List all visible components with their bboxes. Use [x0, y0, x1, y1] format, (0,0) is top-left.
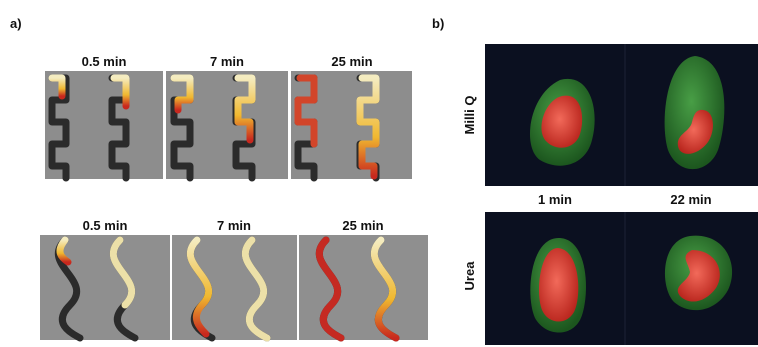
- micrograph: [45, 71, 163, 179]
- time-label: 25 min: [342, 218, 383, 233]
- row-label: Milli Q: [462, 96, 477, 135]
- time-label: 0.5 min: [82, 54, 127, 69]
- micrograph: [166, 71, 288, 179]
- render-panel: [485, 212, 758, 345]
- micrograph: [299, 235, 428, 340]
- time-label: 7 min: [210, 54, 244, 69]
- figure: a) 0.5 min 7 min 25 min 0.5 min 7 min 25…: [0, 0, 758, 347]
- column-label: 1 min: [538, 192, 572, 207]
- row-label: Urea: [462, 261, 477, 291]
- time-label: 7 min: [217, 218, 251, 233]
- micrograph: [172, 235, 297, 340]
- micrograph: [291, 71, 412, 179]
- time-label: 0.5 min: [83, 218, 128, 233]
- render-panel: [485, 44, 758, 186]
- time-label: 25 min: [331, 54, 372, 69]
- panel-label: b): [432, 16, 444, 31]
- micrograph: [40, 235, 170, 340]
- column-label: 22 min: [670, 192, 711, 207]
- panel-label: a): [10, 16, 22, 31]
